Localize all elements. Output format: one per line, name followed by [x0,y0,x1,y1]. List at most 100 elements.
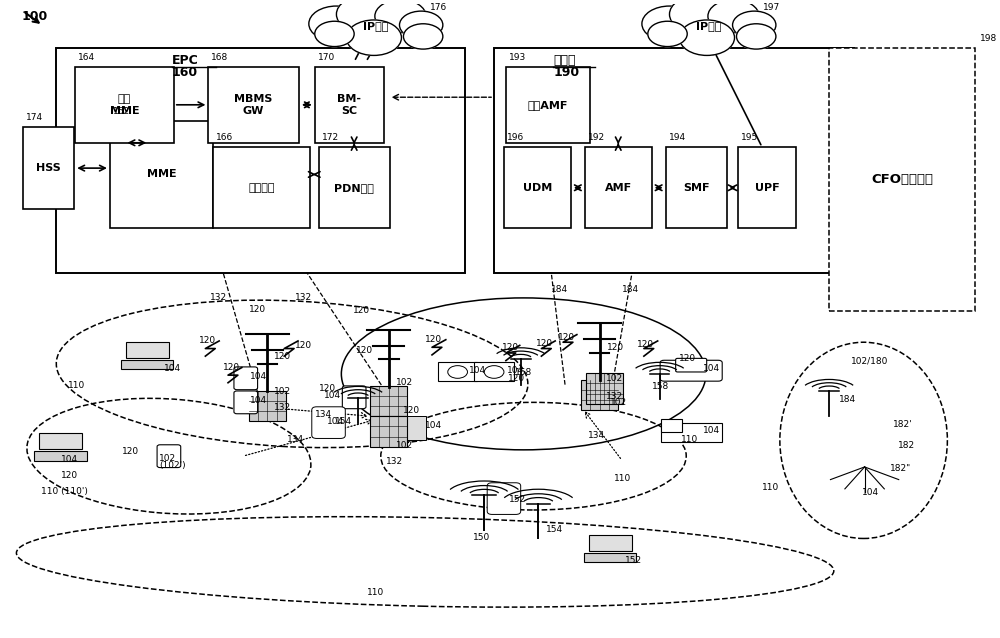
Text: 104: 104 [469,366,487,375]
FancyBboxPatch shape [315,67,384,143]
Text: 102/180: 102/180 [851,357,888,366]
Circle shape [315,21,354,47]
Text: 104: 104 [324,392,341,401]
Text: 152: 152 [509,494,526,503]
FancyBboxPatch shape [312,407,345,438]
FancyBboxPatch shape [584,553,636,562]
Text: 176: 176 [430,3,447,12]
Text: 150: 150 [473,533,490,542]
Circle shape [403,24,443,49]
FancyBboxPatch shape [234,367,258,390]
FancyBboxPatch shape [56,48,465,272]
Text: UDM: UDM [523,182,552,193]
FancyBboxPatch shape [506,67,590,143]
Text: 120: 120 [425,335,442,344]
FancyBboxPatch shape [666,147,727,228]
Text: HSS: HSS [36,163,61,173]
Text: UPF: UPF [755,182,779,193]
FancyBboxPatch shape [661,419,682,432]
FancyBboxPatch shape [581,380,618,410]
Circle shape [708,0,759,33]
Text: IP服务: IP服务 [363,21,389,31]
FancyBboxPatch shape [319,147,390,228]
Text: 110: 110 [614,475,632,484]
Text: 120: 120 [319,384,336,393]
FancyBboxPatch shape [213,147,310,228]
Text: 172: 172 [322,133,339,142]
Text: 104: 104 [703,364,720,373]
Text: EPC: EPC [172,54,199,67]
Text: 197: 197 [763,3,780,12]
FancyBboxPatch shape [121,360,173,369]
FancyBboxPatch shape [75,67,174,143]
Text: 120: 120 [535,339,553,348]
Text: MBMS
GW: MBMS GW [234,94,273,115]
Text: 190: 190 [553,66,579,78]
Text: 104: 104 [327,417,344,426]
Text: 120: 120 [637,339,654,348]
Text: 134: 134 [315,410,332,419]
Text: 158: 158 [515,368,532,377]
Text: 168: 168 [211,53,229,62]
Text: 120: 120 [679,354,696,363]
Text: 120: 120 [352,306,370,315]
Circle shape [309,6,364,41]
Text: 102: 102 [396,441,413,450]
Circle shape [399,11,443,39]
FancyBboxPatch shape [110,121,213,228]
Text: MME: MME [147,170,176,179]
Text: 120: 120 [356,346,373,355]
Text: 132: 132 [606,392,624,401]
FancyBboxPatch shape [157,445,181,468]
FancyBboxPatch shape [249,391,286,421]
Text: 110: 110 [367,588,384,597]
Text: 120: 120 [223,363,240,372]
Text: 104: 104 [164,364,181,373]
Text: AMF: AMF [605,182,632,193]
Text: 164: 164 [78,53,95,62]
Text: 120: 120 [198,336,216,345]
Circle shape [375,0,426,33]
Text: 132: 132 [274,403,291,412]
FancyBboxPatch shape [370,386,407,416]
FancyBboxPatch shape [474,362,514,382]
Text: 104: 104 [862,488,879,498]
FancyBboxPatch shape [586,373,623,404]
Text: 184: 184 [551,285,568,294]
Text: 170: 170 [318,53,335,62]
Text: 104: 104 [425,421,442,430]
Circle shape [669,0,729,33]
Text: 174: 174 [26,113,43,122]
Text: 120: 120 [403,406,421,415]
Circle shape [736,24,776,49]
FancyBboxPatch shape [589,535,632,551]
Text: 162: 162 [113,107,130,115]
Text: 134: 134 [287,434,304,443]
FancyBboxPatch shape [676,359,707,372]
Text: 核心网: 核心网 [553,54,576,67]
Text: 160: 160 [172,66,198,78]
FancyBboxPatch shape [504,147,571,228]
Text: 110: 110 [762,483,779,493]
FancyBboxPatch shape [126,342,169,359]
Text: 120: 120 [274,352,291,361]
Circle shape [679,20,735,56]
FancyBboxPatch shape [39,433,82,449]
Text: 102: 102 [274,387,291,396]
Text: 193: 193 [509,53,526,62]
FancyBboxPatch shape [370,416,407,447]
FancyBboxPatch shape [34,452,87,461]
FancyBboxPatch shape [342,386,366,409]
Text: 120: 120 [558,333,575,342]
FancyBboxPatch shape [23,127,74,209]
Text: 196: 196 [507,133,524,142]
Text: 120: 120 [122,447,139,456]
Text: 154: 154 [546,525,563,534]
Text: 服务网关: 服务网关 [248,182,275,193]
Circle shape [346,20,401,56]
FancyBboxPatch shape [487,483,521,514]
Text: 182': 182' [893,420,913,429]
FancyBboxPatch shape [585,147,652,228]
Text: 182: 182 [898,441,915,450]
Text: 132: 132 [210,293,227,302]
